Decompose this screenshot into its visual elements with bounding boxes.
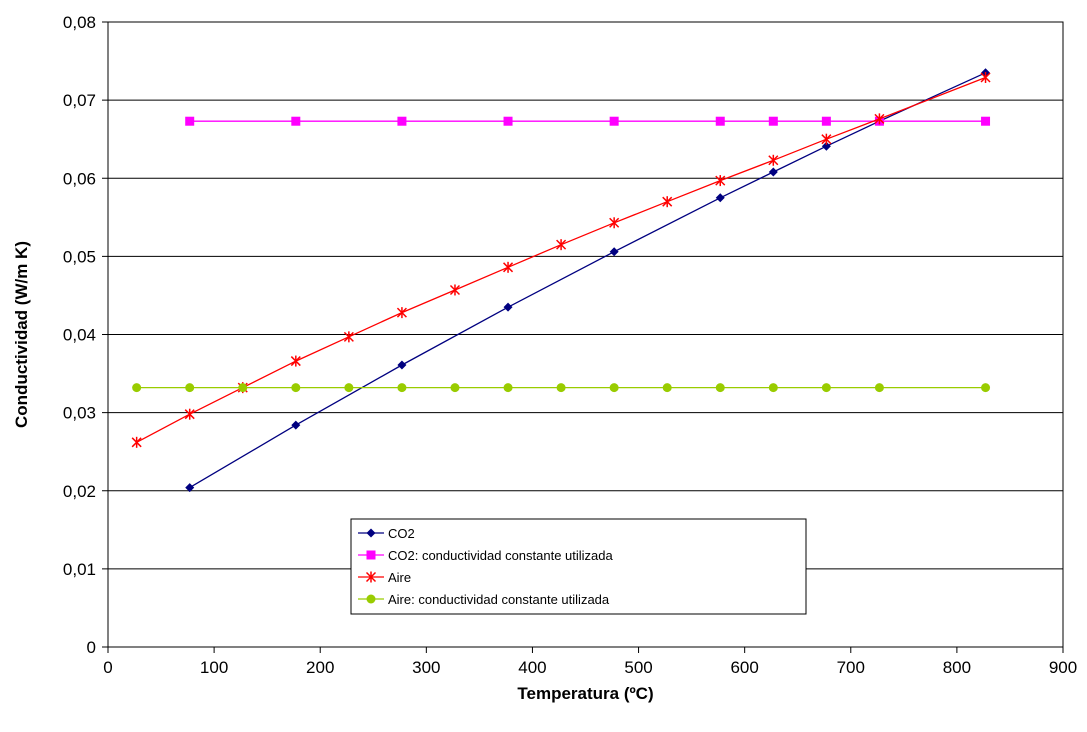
x-axis-title: Temperatura (ºC) [517,684,653,703]
marker-diamond [609,247,619,257]
marker-circle [715,383,725,393]
marker-star [768,154,779,166]
x-tick-label: 0 [103,658,112,677]
marker-star [131,436,142,448]
marker-diamond [768,167,778,177]
x-tick-label: 700 [837,658,865,677]
marker-star [343,331,354,343]
marker-circle [662,383,672,393]
y-tick-label: 0,02 [63,482,96,501]
y-tick-label: 0,06 [63,169,96,188]
legend-box [350,518,807,615]
series-line [189,72,986,489]
marker-star [396,307,407,319]
marker-star [662,196,673,208]
legend-item: Aire: conductividad constante utilizada [358,592,610,607]
legend: CO2 CO2: conductividad constante utilizad… [350,518,807,615]
marker-square [397,116,407,126]
marker-square [366,550,376,560]
marker-circle [366,594,376,604]
marker-circle [450,383,460,393]
marker-circle [344,383,354,393]
marker-diamond [503,302,513,312]
y-tick-label: 0 [87,638,96,657]
x-tick-label: 400 [518,658,546,677]
series-group [131,68,991,493]
marker-star [715,175,726,187]
marker-circle [132,383,142,393]
marker-square [185,116,195,126]
x-tick-label: 200 [306,658,334,677]
marker-star [184,408,195,420]
marker-diamond [715,193,725,203]
legend-item: CO2 [358,526,415,541]
series-1 [185,116,991,126]
y-tick-label: 0,04 [63,326,96,345]
marker-square [291,116,301,126]
legend-item: CO2: conductividad constante utilizada [358,548,614,563]
y-tick-label: 0,03 [63,404,96,423]
y-tick-label: 0,07 [63,91,96,110]
x-tick-label: 100 [200,658,228,677]
marker-star [980,71,991,83]
marker-circle [874,383,884,393]
legend-label: Aire: conductividad constante utilizada [388,592,610,607]
marker-diamond [397,360,407,370]
legend-label: Aire [388,570,411,585]
marker-star [290,355,301,367]
marker-square [609,116,619,126]
marker-circle [609,383,619,393]
marker-star [556,239,567,251]
y-tick-label: 0,05 [63,247,96,266]
marker-circle [821,383,831,393]
marker-circle [238,383,248,393]
legend-label: CO2: conductividad constante utilizada [388,548,614,563]
x-tick-label: 300 [412,658,440,677]
marker-square [981,116,991,126]
x-tick-label: 800 [943,658,971,677]
marker-circle [981,383,991,393]
legend-label: CO2 [388,526,415,541]
series-3 [132,383,991,393]
marker-star [503,261,514,273]
x-tick-label: 600 [730,658,758,677]
marker-square [821,116,831,126]
marker-star [449,284,461,296]
marker-diamond [366,528,376,538]
marker-square [768,116,778,126]
marker-star [365,571,377,583]
series-line [136,76,986,443]
marker-circle [291,383,301,393]
marker-star [609,217,620,229]
y-tick-label: 0,08 [63,13,96,32]
axis-ticks: 0 0,01 0,02 0,03 0,04 0,05 0,06 0,07 0,08 0 100 200… [63,13,1077,677]
marker-circle [768,383,778,393]
marker-circle [185,383,195,393]
y-axis-title: Conductividad (W/m K) [12,241,31,428]
legend-item: Aire [358,570,411,585]
marker-circle [503,383,513,393]
marker-star [874,113,885,125]
x-tick-label: 900 [1049,658,1077,677]
marker-diamond [291,420,301,430]
marker-square [503,116,513,126]
marker-circle [556,383,566,393]
marker-star [821,133,832,145]
marker-diamond [185,483,195,493]
series-0 [185,68,991,493]
y-tick-label: 0,01 [63,560,96,579]
x-tick-label: 500 [624,658,652,677]
marker-circle [397,383,407,393]
marker-diamond [821,141,831,151]
marker-square [715,116,725,126]
